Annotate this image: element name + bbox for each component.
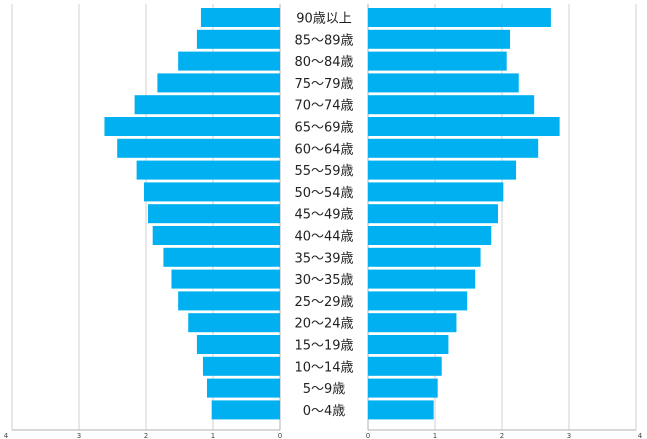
right-bar bbox=[368, 117, 560, 136]
left-bar bbox=[117, 138, 280, 158]
right-bar bbox=[368, 160, 517, 180]
age-group-label: 60～64歳 bbox=[294, 142, 353, 157]
right-bar bbox=[368, 247, 481, 267]
age-group-label: 70～74歳 bbox=[294, 99, 353, 114]
age-group-label: 25～29歳 bbox=[294, 295, 353, 310]
left-bar bbox=[196, 335, 280, 354]
left-tick-label: 3 bbox=[77, 432, 81, 439]
left-bar bbox=[178, 291, 280, 311]
left-bar bbox=[157, 73, 280, 93]
right-bar bbox=[368, 8, 551, 27]
left-bar bbox=[136, 160, 280, 180]
age-group-label: 40～44歳 bbox=[294, 230, 353, 245]
bars-layer bbox=[104, 8, 560, 420]
age-group-label: 30～35歳 bbox=[294, 273, 353, 288]
right-bar bbox=[368, 204, 498, 224]
left-bar bbox=[206, 378, 280, 398]
left-bar bbox=[104, 117, 281, 136]
left-bar bbox=[134, 95, 280, 115]
age-group-label: 85～89歳 bbox=[294, 33, 353, 48]
right-bar bbox=[368, 313, 457, 333]
age-group-label: 75～79歳 bbox=[294, 77, 353, 92]
right-bar bbox=[368, 51, 507, 71]
age-group-label: 10～14歳 bbox=[294, 360, 353, 375]
right-bar bbox=[368, 29, 511, 49]
left-bar bbox=[196, 29, 280, 49]
right-bar bbox=[368, 138, 539, 158]
left-bar bbox=[163, 247, 280, 267]
right-tick-label: 3 bbox=[567, 432, 571, 439]
age-group-label: 65～69歳 bbox=[294, 121, 353, 136]
left-bar bbox=[152, 226, 280, 245]
age-group-label: 15～19歳 bbox=[294, 339, 353, 354]
left-tick-label: 4 bbox=[4, 432, 9, 439]
left-bar bbox=[188, 313, 280, 333]
left-tick-label: 0 bbox=[278, 432, 282, 439]
age-group-label: 55～59歳 bbox=[294, 164, 353, 179]
left-tick-label: 2 bbox=[144, 432, 148, 439]
age-group-label: 5～9歳 bbox=[303, 382, 346, 397]
right-bar bbox=[368, 269, 476, 289]
left-bar bbox=[171, 269, 280, 289]
age-group-label: 50～54歳 bbox=[294, 186, 353, 201]
left-bar bbox=[200, 8, 280, 27]
left-bar bbox=[202, 356, 280, 376]
right-bar bbox=[368, 356, 442, 376]
age-group-label: 80～84歳 bbox=[294, 55, 353, 70]
left-bar bbox=[148, 204, 280, 224]
right-tick-label: 2 bbox=[500, 432, 504, 439]
age-group-label: 20～24歳 bbox=[294, 317, 353, 332]
right-bar bbox=[368, 226, 492, 245]
left-bar bbox=[211, 400, 280, 420]
right-tick-label: 1 bbox=[433, 432, 437, 439]
right-tick-label: 0 bbox=[366, 432, 370, 439]
left-bar bbox=[178, 51, 280, 71]
left-tick-label: 1 bbox=[211, 432, 215, 439]
right-bar bbox=[368, 95, 535, 115]
age-group-label: 90歳以上 bbox=[296, 12, 352, 27]
age-group-label: 0～4歳 bbox=[303, 404, 346, 419]
right-bar bbox=[368, 400, 434, 420]
right-bar bbox=[368, 378, 438, 398]
age-group-label: 35～39歳 bbox=[294, 251, 353, 266]
right-bar bbox=[368, 335, 449, 354]
age-labels: 90歳以上 85～89歳 80～84歳 75～79歳 70～74歳 65～69歳 60～64… bbox=[294, 12, 353, 419]
right-bar bbox=[368, 182, 504, 202]
right-tick-label: 4 bbox=[638, 432, 643, 439]
right-bar bbox=[368, 73, 519, 93]
right-bar bbox=[368, 291, 468, 311]
age-group-label: 45～49歳 bbox=[294, 208, 353, 223]
left-bar bbox=[143, 182, 280, 202]
axis-ticks: 4 3 2 1 0 0 1 2 3 4 bbox=[4, 432, 643, 439]
